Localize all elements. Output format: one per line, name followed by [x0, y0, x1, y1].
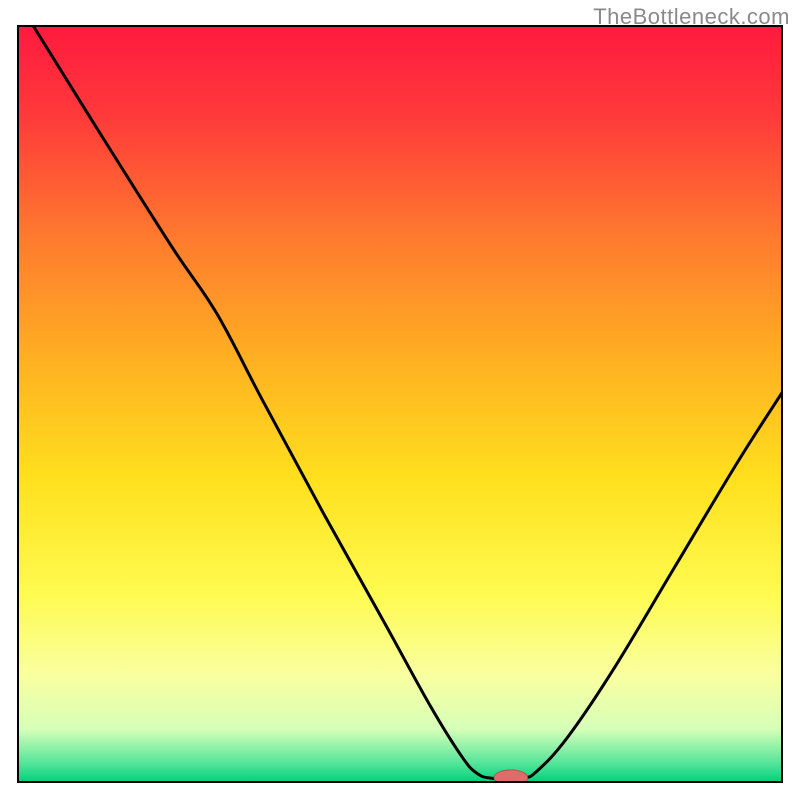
watermark-text: TheBottleneck.com	[593, 4, 790, 30]
gradient-background	[18, 26, 782, 782]
chart-frame: TheBottleneck.com	[0, 0, 800, 800]
bottleneck-chart	[0, 0, 800, 800]
